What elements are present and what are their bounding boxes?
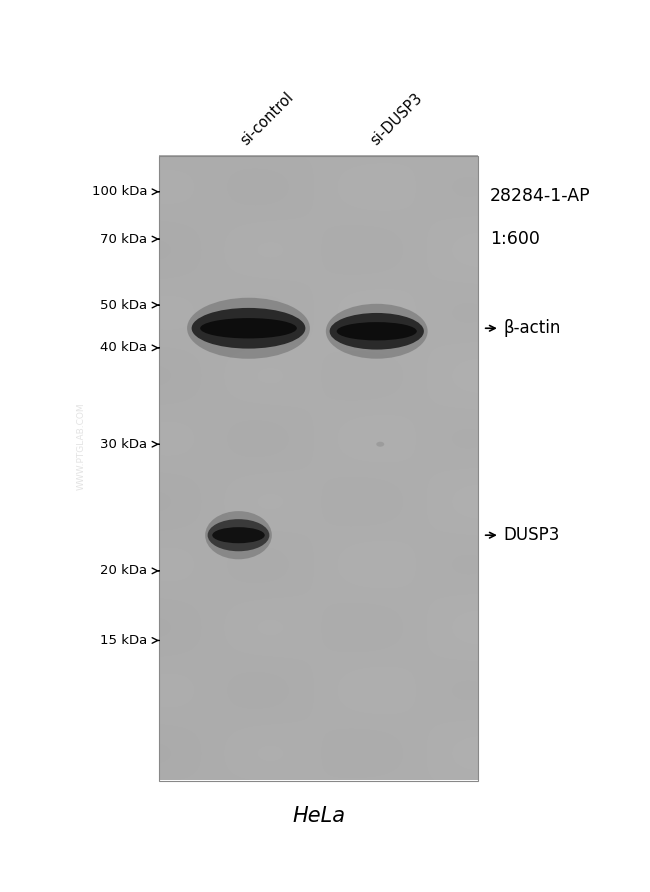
Text: 40 kDa: 40 kDa: [100, 342, 148, 354]
Ellipse shape: [192, 308, 306, 349]
Ellipse shape: [213, 527, 265, 543]
Ellipse shape: [337, 322, 417, 341]
Text: 50 kDa: 50 kDa: [100, 299, 148, 311]
Ellipse shape: [330, 313, 424, 350]
Ellipse shape: [205, 511, 272, 559]
Text: 100 kDa: 100 kDa: [92, 186, 148, 198]
Text: 1:600: 1:600: [489, 230, 540, 248]
Ellipse shape: [376, 442, 384, 447]
Text: si-DUSP3: si-DUSP3: [368, 91, 426, 148]
Text: si-control: si-control: [238, 89, 296, 148]
Ellipse shape: [326, 304, 428, 359]
Text: DUSP3: DUSP3: [504, 526, 560, 544]
Bar: [159, 156, 478, 780]
Ellipse shape: [187, 298, 310, 359]
Text: 70 kDa: 70 kDa: [100, 233, 148, 245]
Text: 28284-1-AP: 28284-1-AP: [489, 187, 590, 205]
Text: β-actin: β-actin: [504, 319, 561, 337]
Text: HeLa: HeLa: [292, 805, 345, 825]
Ellipse shape: [207, 519, 269, 551]
Text: 30 kDa: 30 kDa: [100, 438, 148, 450]
Text: 20 kDa: 20 kDa: [100, 565, 148, 577]
Ellipse shape: [200, 318, 297, 338]
Text: 15 kDa: 15 kDa: [100, 634, 148, 647]
Text: WWW.PTGLAB.COM: WWW.PTGLAB.COM: [77, 402, 86, 490]
